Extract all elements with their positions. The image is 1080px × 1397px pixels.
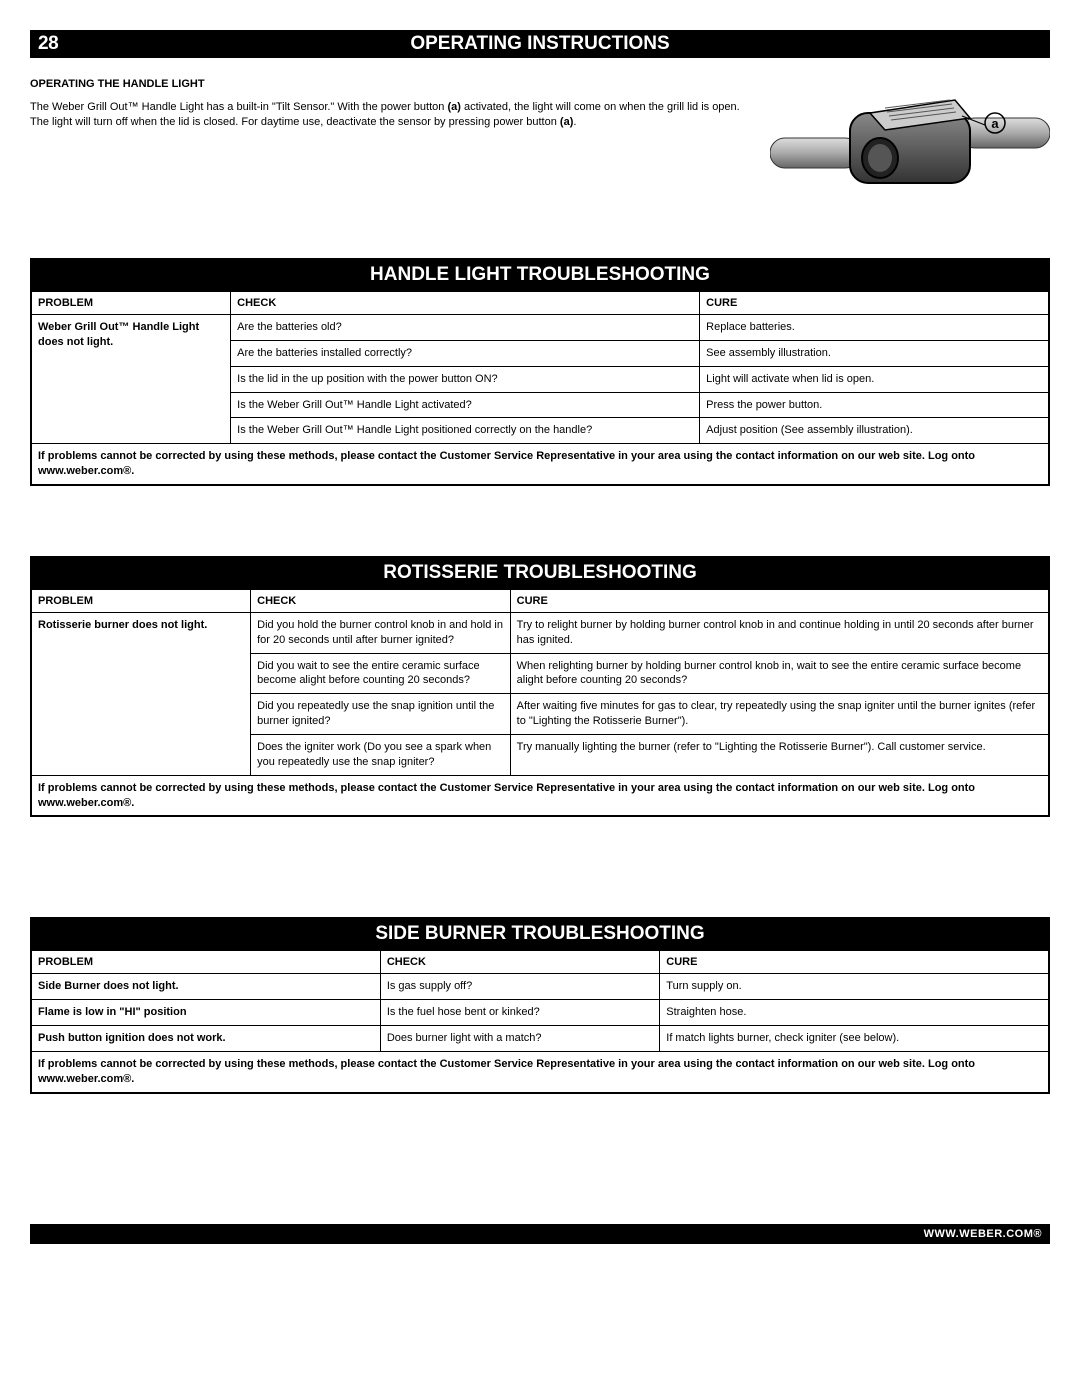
problem-cell: Weber Grill Out™ Handle Light does not l… — [31, 315, 231, 444]
table-row: Push button ignition does not work. Does… — [31, 1026, 1049, 1052]
handle-light-illustration: a — [770, 78, 1050, 238]
col-problem: PROBLEM — [31, 951, 380, 974]
cure-cell: Straighten hose. — [660, 1000, 1049, 1026]
check-cell: Is the lid in the up position with the p… — [231, 366, 700, 392]
handle-light-section-title: HANDLE LIGHT TROUBLESHOOTING — [30, 258, 1050, 291]
cure-cell: When relighting burner by holding burner… — [510, 653, 1049, 694]
col-cure: CURE — [700, 292, 1049, 315]
col-cure: CURE — [660, 951, 1049, 974]
cure-cell: Replace batteries. — [700, 315, 1049, 341]
problem-cell: Push button ignition does not work. — [31, 1026, 380, 1052]
check-cell: Did you wait to see the entire ceramic s… — [251, 653, 511, 694]
check-cell: Did you hold the burner control knob in … — [251, 612, 511, 653]
cure-cell: Adjust position (See assembly illustrati… — [700, 418, 1049, 444]
callout-a-label: a — [991, 116, 999, 131]
check-cell: Does burner light with a match? — [380, 1026, 659, 1052]
cure-cell: Light will activate when lid is open. — [700, 366, 1049, 392]
check-cell: Is the fuel hose bent or kinked? — [380, 1000, 659, 1026]
title-bar: 28 OPERATING INSTRUCTIONS — [30, 30, 1050, 58]
table-footer-row: If problems cannot be corrected by using… — [31, 1051, 1049, 1092]
check-cell: Is the Weber Grill Out™ Handle Light pos… — [231, 418, 700, 444]
side-burner-table: PROBLEM CHECK CURE Side Burner does not … — [30, 950, 1050, 1093]
problem-cell: Flame is low in "HI" position — [31, 1000, 380, 1026]
page-number: 28 — [38, 33, 58, 55]
check-cell: Are the batteries old? — [231, 315, 700, 341]
check-cell: Is the Weber Grill Out™ Handle Light act… — [231, 392, 700, 418]
page: 28 OPERATING INSTRUCTIONS OPERATING THE … — [0, 0, 1080, 1254]
intro-suffix: . — [573, 116, 576, 128]
cure-cell: Try to relight burner by holding burner … — [510, 612, 1049, 653]
intro-paragraph: The Weber Grill Out™ Handle Light has a … — [30, 100, 750, 130]
table-row: Flame is low in "HI" position Is the fue… — [31, 1000, 1049, 1026]
intro-heading: OPERATING THE HANDLE LIGHT — [30, 78, 750, 90]
col-problem: PROBLEM — [31, 589, 251, 612]
col-check: CHECK — [231, 292, 700, 315]
footer-note: If problems cannot be corrected by using… — [31, 444, 1049, 485]
cure-cell: Press the power button. — [700, 392, 1049, 418]
handle-light-table: PROBLEM CHECK CURE Weber Grill Out™ Hand… — [30, 291, 1050, 486]
footer-note: If problems cannot be corrected by using… — [31, 775, 1049, 816]
check-cell: Are the batteries installed correctly? — [231, 340, 700, 366]
table-footer-row: If problems cannot be corrected by using… — [31, 775, 1049, 816]
check-cell: Did you repeatedly use the snap ignition… — [251, 694, 511, 735]
cure-cell: If match lights burner, check igniter (s… — [660, 1026, 1049, 1052]
check-cell: Is gas supply off? — [380, 974, 659, 1000]
cure-cell: Turn supply on. — [660, 974, 1049, 1000]
intro-prefix: The Weber Grill Out™ Handle Light has a … — [30, 101, 447, 113]
page-footer: WWW.WEBER.COM® — [30, 1224, 1050, 1244]
col-problem: PROBLEM — [31, 292, 231, 315]
cure-cell: After waiting five minutes for gas to cl… — [510, 694, 1049, 735]
problem-cell: Side Burner does not light. — [31, 974, 380, 1000]
footer-note: If problems cannot be corrected by using… — [31, 1051, 1049, 1092]
table-footer-row: If problems cannot be corrected by using… — [31, 444, 1049, 485]
check-cell: Does the igniter work (Do you see a spar… — [251, 734, 511, 775]
intro-bold-a2: (a) — [560, 116, 573, 128]
col-check: CHECK — [380, 951, 659, 974]
cure-cell: Try manually lighting the burner (refer … — [510, 734, 1049, 775]
side-burner-section-title: SIDE BURNER TROUBLESHOOTING — [30, 917, 1050, 950]
intro-row: OPERATING THE HANDLE LIGHT The Weber Gri… — [30, 78, 1050, 238]
table-header-row: PROBLEM CHECK CURE — [31, 951, 1049, 974]
intro-text: OPERATING THE HANDLE LIGHT The Weber Gri… — [30, 78, 750, 238]
table-row: Side Burner does not light. Is gas suppl… — [31, 974, 1049, 1000]
col-cure: CURE — [510, 589, 1049, 612]
handle-light-svg: a — [770, 78, 1050, 238]
main-title: OPERATING INSTRUCTIONS — [30, 33, 1050, 55]
intro-bold-a1: (a) — [447, 101, 460, 113]
table-header-row: PROBLEM CHECK CURE — [31, 589, 1049, 612]
rotisserie-table: PROBLEM CHECK CURE Rotisserie burner doe… — [30, 589, 1050, 817]
rotisserie-section-title: ROTISSERIE TROUBLESHOOTING — [30, 556, 1050, 589]
table-row: Weber Grill Out™ Handle Light does not l… — [31, 315, 1049, 341]
col-check: CHECK — [251, 589, 511, 612]
table-header-row: PROBLEM CHECK CURE — [31, 292, 1049, 315]
table-row: Rotisserie burner does not light. Did yo… — [31, 612, 1049, 653]
cure-cell: See assembly illustration. — [700, 340, 1049, 366]
problem-cell: Rotisserie burner does not light. — [31, 612, 251, 775]
